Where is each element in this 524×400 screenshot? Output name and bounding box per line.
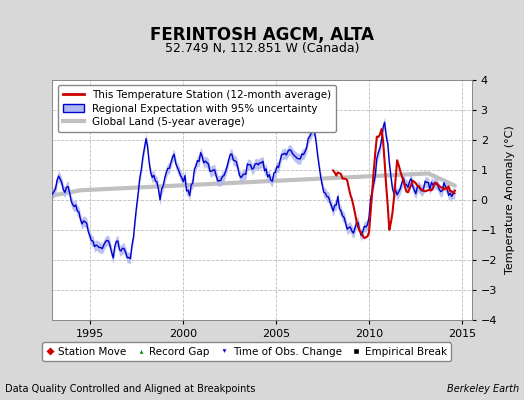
Y-axis label: Temperature Anomaly (°C): Temperature Anomaly (°C) — [506, 126, 516, 274]
Text: 52.749 N, 112.851 W (Canada): 52.749 N, 112.851 W (Canada) — [165, 42, 359, 55]
Text: Data Quality Controlled and Aligned at Breakpoints: Data Quality Controlled and Aligned at B… — [5, 384, 256, 394]
Text: Berkeley Earth: Berkeley Earth — [446, 384, 519, 394]
Legend: Station Move, Record Gap, Time of Obs. Change, Empirical Break: Station Move, Record Gap, Time of Obs. C… — [41, 342, 451, 361]
Legend: This Temperature Station (12-month average), Regional Expectation with 95% uncer: This Temperature Station (12-month avera… — [58, 85, 336, 132]
Text: FERINTOSH AGCM, ALTA: FERINTOSH AGCM, ALTA — [150, 26, 374, 44]
